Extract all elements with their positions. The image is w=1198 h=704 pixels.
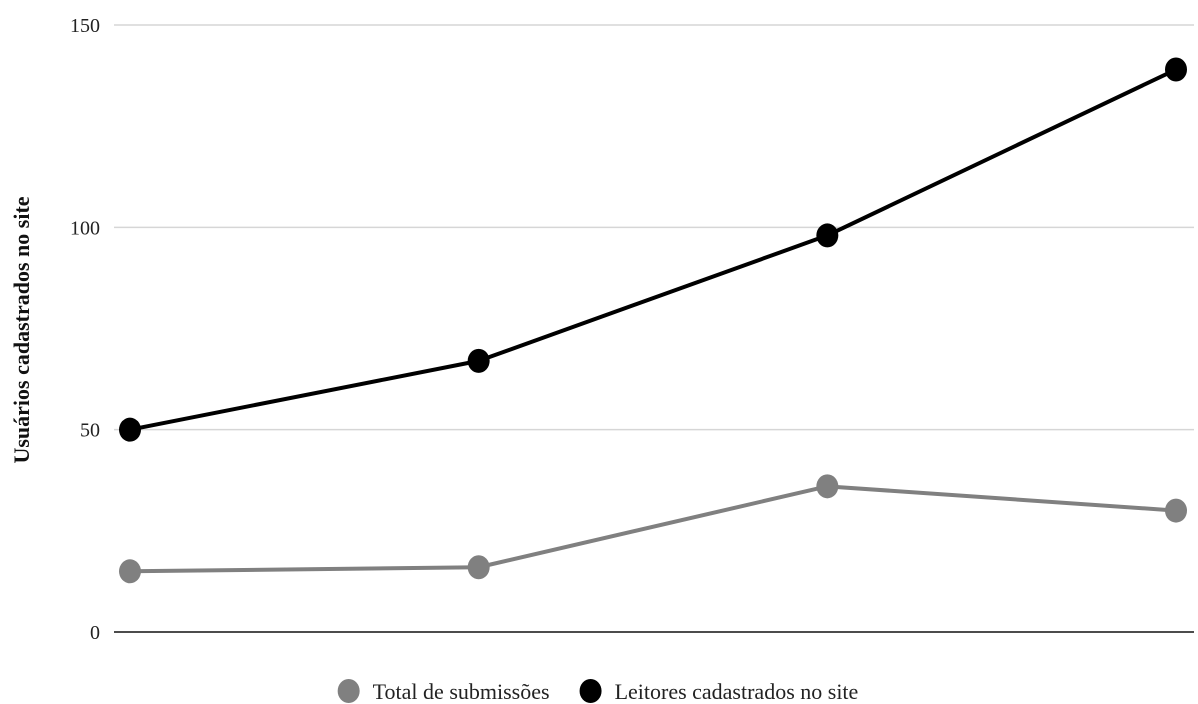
data-point: [1165, 498, 1187, 523]
series-line: [128, 484, 1178, 574]
legend-marker: [337, 679, 360, 703]
data-point: [119, 417, 141, 442]
series-1: [119, 474, 1187, 584]
legend-marker: [579, 679, 602, 703]
legend-item: Total de submissões: [337, 679, 550, 704]
y-axis-title: Usuários cadastrados no site: [9, 196, 34, 463]
legend-item: Leitores cadastrados no site: [579, 679, 859, 704]
legend-label: Total de submissões: [373, 679, 550, 704]
gridlines: [114, 24, 1194, 633]
data-point: [816, 223, 839, 248]
y-tick-label: 0: [90, 622, 100, 644]
y-tick-label: 150: [70, 15, 100, 37]
series-line: [128, 67, 1178, 432]
data-point: [467, 348, 490, 373]
y-tick-label: 100: [70, 217, 100, 239]
legend-label: Leitores cadastrados no site: [615, 679, 859, 704]
legend: Total de submissões Leitores cadastrados …: [337, 679, 859, 704]
data-point: [816, 474, 839, 499]
data-point: [467, 555, 490, 580]
data-point: [119, 559, 141, 584]
y-tick-labels: 0 50 100 150: [70, 15, 100, 644]
series-2: [119, 57, 1187, 442]
y-tick-label: 50: [80, 420, 100, 442]
series-layer: [119, 57, 1187, 584]
data-point: [1165, 57, 1187, 82]
